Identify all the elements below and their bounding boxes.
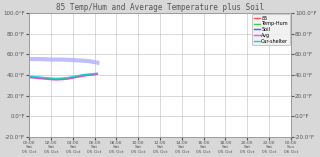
- Title: 85 Temp/Hum and Average Temperature plus Soil: 85 Temp/Hum and Average Temperature plus…: [56, 3, 264, 12]
- Legend: 85, Temp-Hum, Soil, Avg, Car-shelter: 85, Temp-Hum, Soil, Avg, Car-shelter: [252, 14, 290, 45]
